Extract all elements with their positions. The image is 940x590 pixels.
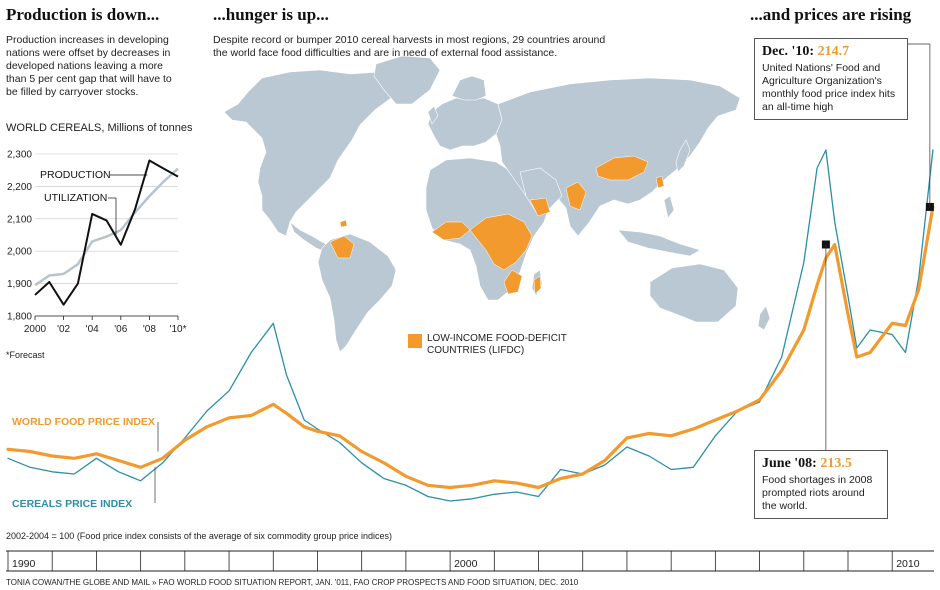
map-legend-line2: COUNTRIES (LIFDC) bbox=[427, 345, 525, 356]
small-chart-y-tick: 2,000 bbox=[7, 247, 32, 258]
callout-dec10-value: 214.7 bbox=[817, 44, 850, 59]
small-chart-y-tick: 1,900 bbox=[7, 279, 32, 290]
credit-line: TONIA COWAN/THE GLOBE AND MAIL » FAO WOR… bbox=[6, 578, 579, 587]
small-chart-x-tick: 2000 bbox=[24, 324, 47, 335]
map-south-america bbox=[317, 233, 397, 353]
big-chart-series-world-food-price-index bbox=[6, 205, 935, 490]
callout-dec10-text: United Nations' Food and Agriculture Org… bbox=[762, 62, 896, 113]
map-japan bbox=[675, 139, 691, 173]
small-chart-series-production bbox=[34, 159, 179, 306]
callout-jun08-text: Food shortages in 2008 prompted riots ar… bbox=[762, 474, 873, 512]
small-chart-x-tick: '10* bbox=[170, 324, 187, 335]
callout-dec10: Dec. '10: 214.7 United Nations' Food and… bbox=[754, 38, 908, 120]
map-greenland bbox=[373, 55, 441, 105]
lifdc-south-asia bbox=[565, 181, 587, 211]
lifdc-mongolia bbox=[595, 155, 649, 181]
forecast-note: *Forecast bbox=[6, 350, 45, 360]
map-indonesia bbox=[617, 229, 701, 257]
small-chart-x-tick: '06 bbox=[114, 324, 127, 335]
world-food-price-index-label: WORLD FOOD PRICE INDEX bbox=[12, 416, 155, 428]
map-new-zealand bbox=[757, 305, 771, 331]
small-chart-y-tick: 1,800 bbox=[7, 312, 32, 323]
heading-prices: ...and prices are rising bbox=[750, 5, 912, 24]
lifdc-colombia bbox=[329, 235, 355, 259]
lifdc-yemen-horn bbox=[529, 197, 551, 217]
callout-jun08: June '08: 213.5 Food shortages in 2008 p… bbox=[754, 450, 888, 519]
small-chart-production-label: PRODUCTION bbox=[40, 169, 111, 181]
small-chart-y-tick: 2,100 bbox=[7, 214, 32, 225]
map-australia bbox=[649, 263, 739, 323]
map-uk bbox=[427, 105, 439, 125]
map-philippines bbox=[663, 195, 675, 219]
small-chart-utilization-label: UTILIZATION bbox=[44, 192, 107, 204]
small-chart-x-tick: '02 bbox=[57, 324, 70, 335]
small-chart-x-tick: '04 bbox=[86, 324, 99, 335]
lifdc-madagascar bbox=[533, 275, 542, 295]
map-legend-label: LOW-INCOME FOOD-DEFICIT COUNTRIES (LIFDC… bbox=[427, 333, 567, 357]
lifdc-legend-swatch bbox=[408, 334, 422, 348]
small-chart-y-tick: 2,200 bbox=[7, 182, 32, 193]
lifdc-haiti bbox=[339, 219, 348, 228]
callout-jun08-value: 213.5 bbox=[820, 456, 852, 471]
callout-dec10-label: Dec. '10: bbox=[762, 44, 815, 59]
heading-hunger: ...hunger is up... bbox=[213, 5, 329, 24]
callout-dec10-heading: Dec. '10: 214.7 bbox=[762, 44, 900, 60]
map-scandinavia bbox=[451, 75, 487, 101]
production-description: Production increases in developing natio… bbox=[6, 34, 172, 98]
cereals-chart-title: WORLD CEREALS, Millions of tonnes bbox=[6, 122, 193, 134]
heading-production: Production is down... bbox=[6, 5, 160, 24]
hunger-description: Despite record or bumper 2010 cereal har… bbox=[213, 34, 606, 59]
small-chart-y-tick: 2,300 bbox=[7, 150, 32, 161]
map-legend-line1: LOW-INCOME FOOD-DEFICIT bbox=[427, 333, 567, 344]
small-chart-x-tick: '08 bbox=[143, 324, 156, 335]
lifdc-east-africa bbox=[503, 269, 523, 295]
callout-jun08-heading: June '08: 213.5 bbox=[762, 456, 880, 472]
big-chart-x-tick: 2010 bbox=[896, 558, 920, 570]
index-note: 2002-2004 = 100 (Food price index consis… bbox=[6, 531, 392, 541]
big-chart-x-tick: 1990 bbox=[12, 558, 36, 570]
small-chart-series-utilization bbox=[34, 167, 179, 287]
lifdc-north-korea bbox=[655, 175, 665, 189]
callout-jun08-label: June '08: bbox=[762, 456, 817, 471]
big-chart-x-tick: 2000 bbox=[454, 558, 478, 570]
lifdc-central-africa bbox=[469, 213, 533, 271]
cereals-price-index-label: CEREALS PRICE INDEX bbox=[12, 498, 133, 510]
big-chart-series-cereals-price-index bbox=[7, 149, 934, 502]
